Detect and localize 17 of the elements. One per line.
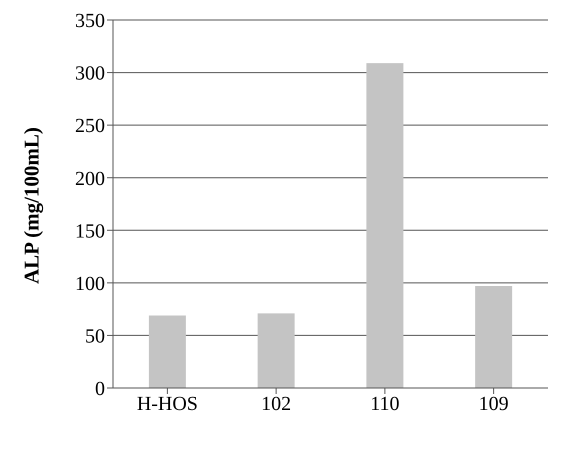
y-tick-label: 50	[85, 326, 105, 348]
bar	[258, 313, 295, 388]
y-tick-label: 0	[95, 378, 105, 400]
y-tick-label: 300	[75, 62, 105, 85]
y-tick-label: 150	[75, 220, 105, 242]
y-tick-label: 350	[75, 10, 105, 32]
x-tick-label: 102	[261, 393, 292, 416]
x-tick-label: 109	[478, 393, 509, 416]
y-tick-label: 100	[75, 272, 105, 295]
y-axis-title: ALP (mg/100mL)	[19, 127, 44, 284]
bar	[475, 286, 512, 388]
x-tick-label: H-HOS	[136, 393, 198, 416]
bar	[366, 63, 404, 388]
x-tick-label: 110	[370, 393, 400, 416]
bar	[148, 315, 186, 388]
y-tick-label: 250	[75, 115, 105, 138]
y-tick-label: 200	[75, 168, 105, 190]
